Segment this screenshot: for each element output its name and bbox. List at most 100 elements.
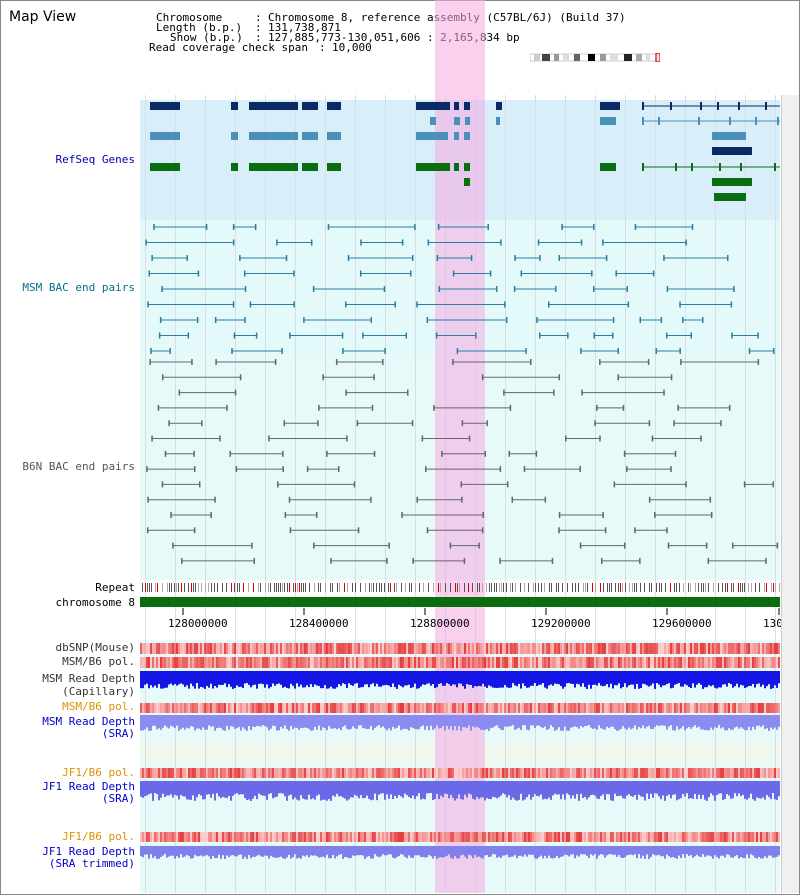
depth-bar <box>520 781 522 794</box>
depth-bar <box>442 715 444 726</box>
depth-bar <box>304 781 306 800</box>
b6n-bac-end <box>647 359 650 365</box>
depth-bar <box>484 715 486 730</box>
depth-bar <box>452 846 454 859</box>
heatmap-cell <box>254 703 256 713</box>
heatmap-cell <box>186 643 188 654</box>
msm-bac-end <box>161 286 163 292</box>
msm-bac-label[interactable]: MSM BAC end pairs <box>22 281 135 294</box>
heatmap-cell <box>520 832 522 842</box>
selected-region-highlight[interactable] <box>435 0 485 893</box>
heatmap-cell <box>254 768 256 778</box>
heatmap-cell <box>708 832 710 842</box>
depth-bar <box>422 781 424 799</box>
heatmap-cell <box>612 703 614 713</box>
heatmap-cell <box>366 832 368 842</box>
heatmap-cell <box>148 657 150 668</box>
heatmap-cell <box>636 768 638 778</box>
heatmap-cell <box>290 703 292 713</box>
heatmap-cell <box>654 657 656 668</box>
heatmap-cell <box>496 643 498 654</box>
b6n-bac-end <box>288 496 291 503</box>
heatmap-cell <box>446 643 448 654</box>
heatmap-cell <box>498 832 500 842</box>
heatmap-cell <box>714 832 716 842</box>
heatmap-cell <box>708 657 710 668</box>
depth-bar <box>274 846 276 858</box>
depth-bar <box>376 671 378 684</box>
repeat-mark <box>211 583 212 592</box>
heatmap-cell <box>532 657 534 668</box>
heatmap-cell <box>540 657 542 668</box>
heatmap-cell <box>194 643 196 654</box>
heatmap-cell <box>364 703 366 713</box>
heatmap-cell <box>152 657 154 668</box>
heatmap-cell <box>612 643 614 654</box>
repeat-mark <box>773 583 774 592</box>
heatmap-cell <box>396 643 398 654</box>
heatmap-cell <box>700 703 702 713</box>
heatmap-cell <box>444 657 446 668</box>
depth-bar <box>250 781 252 801</box>
heatmap-cell <box>268 768 270 778</box>
depth-bar <box>710 715 712 728</box>
b6n-bac-end <box>499 557 501 564</box>
heatmap-cell <box>192 832 194 842</box>
gene-exon <box>600 117 616 125</box>
heatmap-cell <box>704 832 706 842</box>
b6n-bac-label[interactable]: B6N BAC end pairs <box>22 460 135 473</box>
depth-bar <box>682 671 684 687</box>
heatmap-cell <box>236 768 238 778</box>
heatmap-cell <box>346 657 348 668</box>
depth-bar <box>590 781 592 795</box>
repeat-mark <box>459 583 460 592</box>
depth-bar <box>592 846 594 856</box>
depth-bar <box>590 715 592 728</box>
heatmap-cell <box>282 643 284 654</box>
heatmap-cell <box>346 832 348 842</box>
depth-bar <box>658 846 660 855</box>
depth-bar <box>330 671 332 687</box>
heatmap-cell <box>500 703 502 713</box>
repeat-mark <box>284 583 285 592</box>
depth-bar <box>578 781 580 801</box>
depth-bar <box>552 715 554 728</box>
depth-bar <box>174 781 176 795</box>
depth-bar <box>554 671 556 684</box>
heatmap-cell <box>724 657 726 668</box>
repeat-mark <box>468 583 469 592</box>
heatmap-cell <box>266 703 268 713</box>
depth-bar <box>358 715 360 726</box>
vertical-scrollbar[interactable] <box>781 95 799 893</box>
heatmap-cell <box>164 643 166 654</box>
heatmap-cell <box>778 703 780 713</box>
depth-bar <box>278 781 280 794</box>
heatmap-cell <box>648 832 650 842</box>
depth-bar <box>774 715 776 728</box>
depth-bar <box>270 781 272 794</box>
depth-bar <box>412 846 414 859</box>
depth-bar <box>748 781 750 798</box>
msm-bac-end <box>327 224 330 230</box>
heatmap-cell <box>486 703 488 713</box>
depth-bar <box>162 781 164 794</box>
heatmap-cell <box>376 768 378 778</box>
b6n-bac-end <box>219 435 221 442</box>
repeat-mark <box>440 583 441 592</box>
depth-bar <box>466 781 468 798</box>
gene-exon <box>740 163 742 171</box>
depth-bar <box>296 671 298 684</box>
depth-bar <box>624 671 626 684</box>
depth-bar <box>548 781 550 798</box>
heatmap-cell <box>506 643 508 654</box>
depth-bar <box>464 781 466 795</box>
refseq-label[interactable]: RefSeq Genes <box>55 153 135 166</box>
repeat-label: Repeat <box>95 581 135 594</box>
depth-bar <box>574 846 576 859</box>
repeat-mark <box>379 583 380 592</box>
chromosome-ideogram[interactable] <box>530 53 660 62</box>
depth-bar <box>746 846 748 855</box>
depth-bar <box>192 671 194 687</box>
heatmap-cell <box>552 832 554 842</box>
